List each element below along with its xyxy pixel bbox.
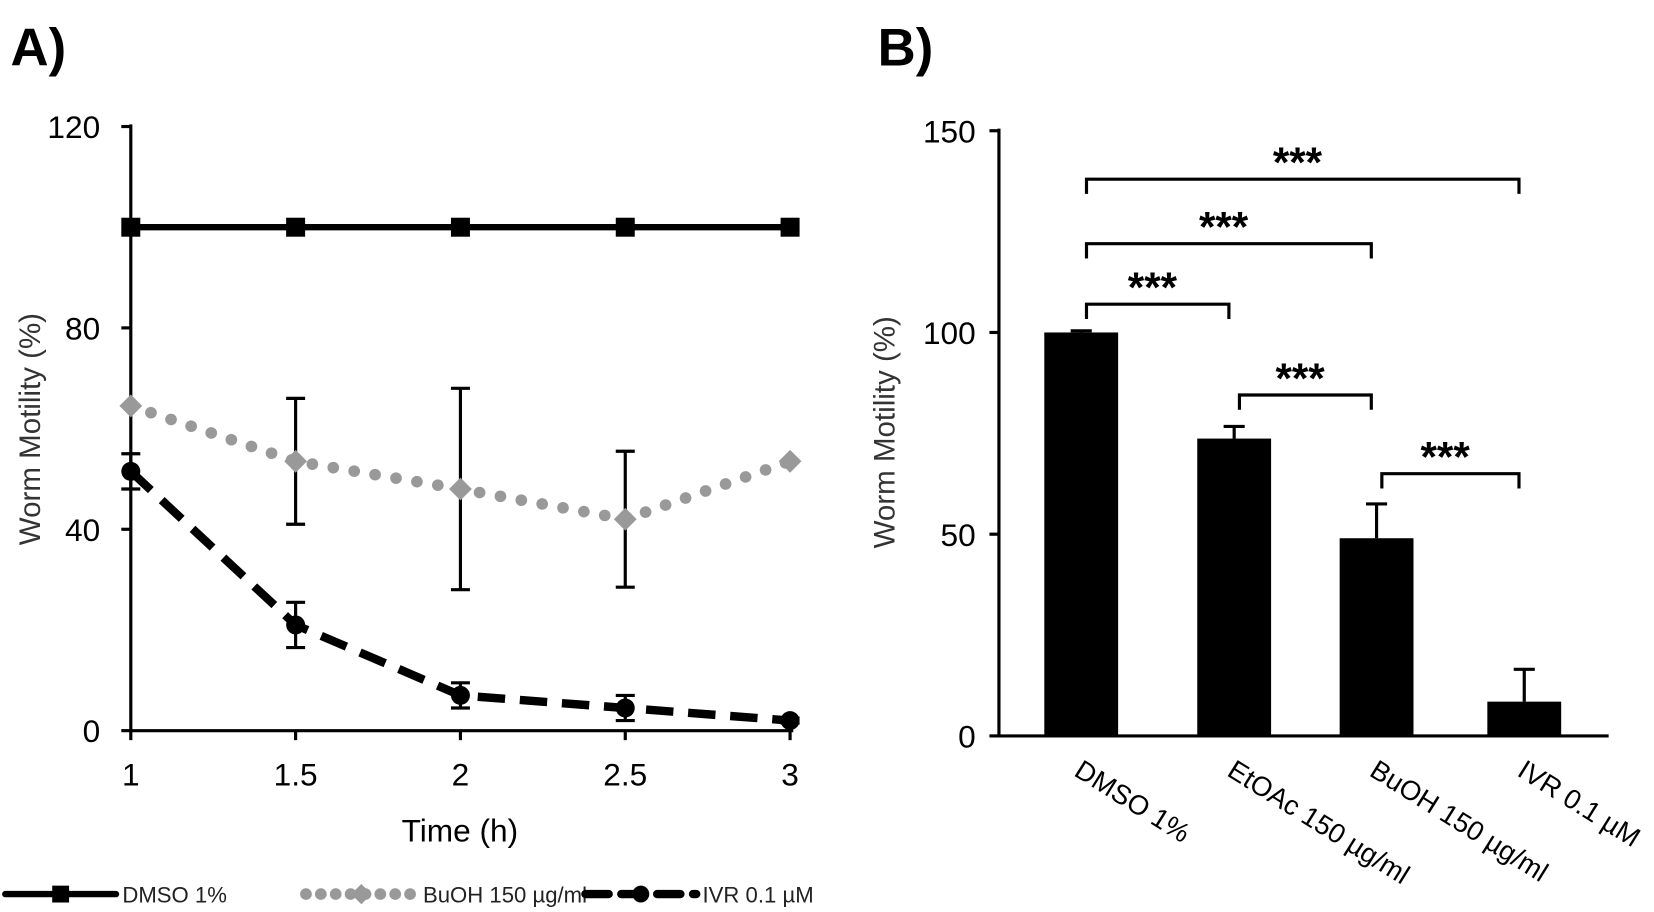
error-bar (1070, 329, 1092, 333)
bar-group: IVR 0.1 µM (1487, 667, 1646, 853)
legend-marker-icon (632, 885, 650, 903)
data-point (780, 217, 800, 237)
legend-marker-icon (52, 885, 70, 903)
series-dmso-1- (121, 217, 800, 237)
panel-a-x-tick-label: 2.5 (603, 756, 647, 792)
panel-b-y-tick-label: 50 (941, 517, 976, 553)
significance-stars: *** (1128, 264, 1178, 311)
legend-label: DMSO 1% (122, 883, 227, 908)
bar (1197, 438, 1272, 736)
panel-b-y-tick-label: 0 (958, 719, 976, 755)
significance-stars: *** (1421, 434, 1471, 481)
series-buoh-150-g-ml (119, 386, 802, 592)
bracket-line (1380, 472, 1521, 489)
legend-marker-icon (351, 883, 372, 905)
data-point (284, 449, 308, 473)
data-point (286, 615, 306, 635)
bar (1487, 701, 1562, 736)
bracket-line (1084, 242, 1373, 259)
error-bar (1513, 667, 1535, 702)
legend-item: IVR 0.1 µM (581, 883, 814, 908)
data-point (286, 217, 306, 237)
legend-label: BuOH 150 µg/ml (423, 883, 587, 908)
panel-a-line-chart: A) Worm Motility (%) Time (h) 0 40 80 120 1 1… (2, 18, 814, 908)
bracket-line (1084, 177, 1521, 194)
category-label: DMSO 1% (1070, 754, 1196, 849)
bracket-line (1084, 302, 1231, 319)
panel-a-y-tick-label: 80 (65, 311, 100, 347)
legend-item: DMSO 1% (2, 883, 227, 908)
legend-label: IVR 0.1 µM (703, 883, 814, 908)
panel-a-x-tick-label: 2 (452, 756, 470, 792)
panel-a-x-tick-label: 1.5 (274, 756, 318, 792)
panel-a-x-axis-label: Time (h) (402, 812, 519, 848)
data-point (780, 711, 800, 731)
significance-bracket: *** (1084, 139, 1521, 194)
data-point (121, 461, 141, 481)
legend-item: BuOH 150 µg/ml (300, 883, 587, 908)
data-point (615, 217, 635, 237)
significance-stars: *** (1199, 204, 1249, 251)
error-bar (1223, 424, 1245, 439)
significance-bracket: *** (1084, 264, 1231, 319)
data-point (778, 449, 802, 473)
panel-a-x-tick-label: 3 (781, 756, 799, 792)
series-ivr-0-1-m (121, 452, 800, 731)
significance-bracket: *** (1084, 204, 1373, 259)
panel-b-y-tick-label: 100 (923, 315, 976, 351)
legend: DMSO 1% BuOH 150 µg/ml IVR 0.1 µM (2, 883, 814, 908)
bar (1339, 538, 1414, 736)
bar-group: BuOH 150 µg/ml (1339, 502, 1554, 888)
panel-a-y-tick-label: 120 (47, 109, 100, 145)
bar (1044, 332, 1119, 736)
panel-a-y-tick-label: 0 (83, 713, 101, 749)
data-point (121, 217, 141, 237)
panel-a-y-axis-label: Worm Motility (%) (14, 313, 47, 545)
bar-group: DMSO 1% (1044, 329, 1196, 849)
panel-b-y-axis-label: Worm Motility (%) (869, 316, 902, 548)
data-point (119, 394, 143, 418)
significance-bracket: *** (1380, 434, 1521, 489)
panel-a-label: A) (11, 18, 67, 77)
panel-b-label: B) (878, 18, 934, 77)
panel-a-x-tick-label: 1 (122, 756, 140, 792)
data-point (449, 477, 472, 501)
error-bar (1366, 502, 1388, 539)
significance-stars: *** (1273, 139, 1323, 186)
significance-stars: *** (1275, 355, 1325, 402)
bracket-line (1237, 393, 1373, 410)
significance-bracket: *** (1237, 355, 1373, 410)
panel-a-y-tick-label: 40 (65, 512, 100, 548)
data-point (450, 217, 470, 237)
data-point (613, 507, 637, 531)
category-label: IVR 0.1 µM (1513, 754, 1646, 853)
panel-b-y-tick-label: 150 (923, 113, 976, 149)
data-point (450, 685, 470, 705)
data-point (615, 698, 635, 718)
